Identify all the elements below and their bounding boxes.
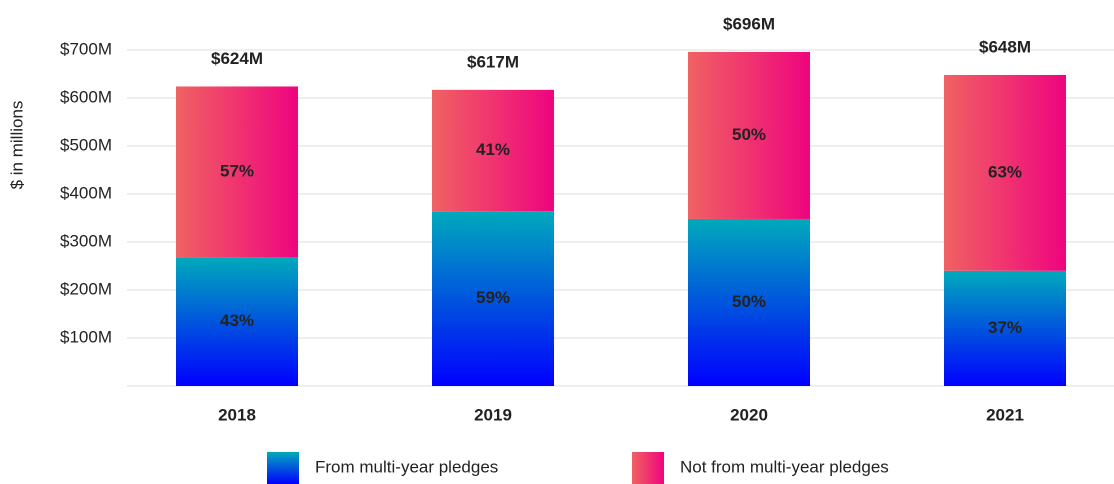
bar-segment [176,86,298,258]
legend-label: From multi-year pledges [315,457,498,476]
share-label: 50% [732,292,766,311]
y-axis-title: $ in millions [7,101,26,190]
total-label: $624M [211,49,263,68]
share-label: 57% [220,161,254,180]
total-label: $617M [467,52,519,71]
y-tick-label: $700M [60,39,112,58]
y-tick-label: $400M [60,183,112,202]
legend-swatch [632,452,664,484]
bar-segment [176,257,298,386]
bar-segment [688,51,810,219]
y-tick-label: $100M [60,327,112,346]
x-tick-label: 2021 [986,405,1024,424]
share-label: 50% [732,125,766,144]
legend-label: Not from multi-year pledges [680,457,889,476]
total-label: $696M [723,14,775,33]
total-label: $648M [979,37,1031,56]
x-tick-label: 2020 [730,405,768,424]
bar-segment [432,89,554,212]
y-tick-label: $300M [60,231,112,250]
y-tick-label: $500M [60,135,112,154]
x-tick-label: 2018 [218,405,256,424]
bar-segment [944,74,1066,271]
share-label: 41% [476,140,510,159]
bar-segment [432,211,554,386]
bar-segment [944,270,1066,386]
share-label: 63% [988,162,1022,181]
share-label: 59% [476,288,510,307]
legend-swatch [267,452,299,484]
share-label: 37% [988,318,1022,337]
x-tick-label: 2019 [474,405,512,424]
y-tick-label: $200M [60,279,112,298]
share-label: 43% [220,311,254,330]
bar-segment [688,218,810,386]
y-tick-label: $600M [60,87,112,106]
